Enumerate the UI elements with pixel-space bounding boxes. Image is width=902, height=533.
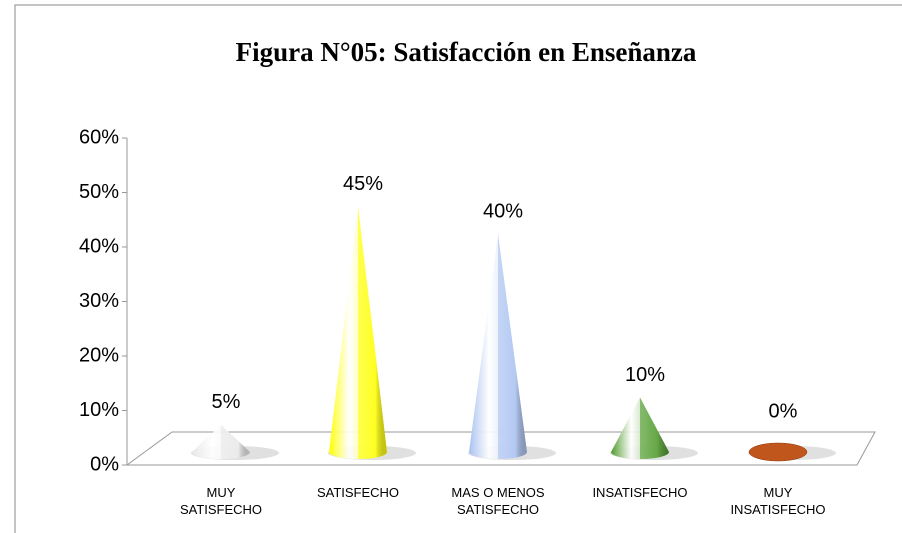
cone	[748, 442, 808, 462]
data-label: 45%	[343, 173, 383, 195]
data-label: 5%	[212, 391, 241, 413]
cone-shade	[358, 206, 387, 459]
x-tick-label: INSATISFECHO	[592, 485, 688, 500]
cone-shade	[640, 397, 669, 459]
chart-title: Figura N°05: Satisfacción en Enseñanza	[236, 37, 697, 67]
y-tick-label: 30%	[79, 290, 119, 312]
x-tick-label: MUY INSATISFECHO	[730, 485, 826, 517]
data-label: 0%	[769, 400, 798, 422]
chart-border	[14, 4, 902, 533]
y-tick-label: 50%	[79, 181, 119, 203]
y-tick-label: 0%	[90, 453, 119, 475]
data-label: 10%	[625, 364, 665, 386]
y-tick-label: 40%	[79, 235, 119, 257]
y-tick-label: 10%	[79, 399, 119, 421]
y-tick-label: 60%	[79, 126, 119, 148]
y-tick-label: 20%	[79, 344, 119, 366]
data-label: 40%	[483, 200, 523, 222]
x-tick-label: SATISFECHO	[316, 485, 400, 500]
cone-shade	[221, 424, 250, 459]
x-tick-label: MUY SATISFECHO	[179, 485, 263, 517]
x-tick-label: MAS O MENOS SATISFECHO	[451, 485, 545, 517]
cone-shade	[498, 234, 527, 459]
